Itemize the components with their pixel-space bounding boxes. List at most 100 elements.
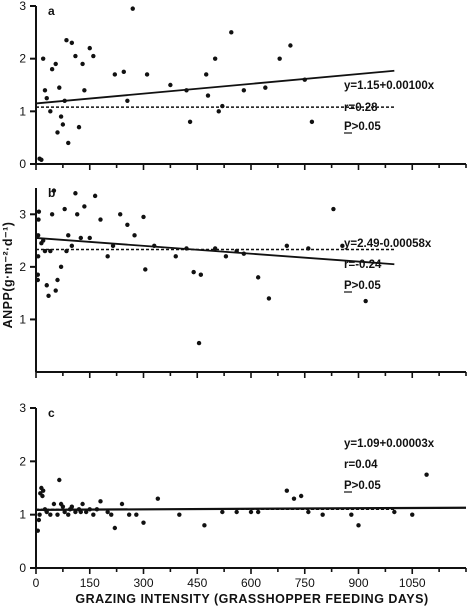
data-point xyxy=(266,296,272,301)
data-point xyxy=(53,61,58,67)
data-point xyxy=(66,233,71,238)
data-point xyxy=(73,53,78,59)
data-point xyxy=(288,43,293,48)
data-point xyxy=(112,72,118,77)
data-point xyxy=(94,507,100,512)
data-point xyxy=(291,496,297,501)
data-point xyxy=(51,188,57,193)
data-point xyxy=(35,233,41,238)
y-tick-label: 1 xyxy=(19,104,26,118)
p-value: P>0.05 xyxy=(344,121,381,133)
data-point xyxy=(331,206,336,212)
x-tick-label: 600 xyxy=(241,576,261,590)
data-point xyxy=(55,130,60,135)
data-point xyxy=(187,119,193,125)
data-point xyxy=(298,493,304,499)
data-point xyxy=(205,93,211,98)
data-point xyxy=(76,124,82,130)
data-point xyxy=(69,40,75,46)
data-point xyxy=(363,298,368,304)
data-point xyxy=(112,525,118,531)
x-tick-label: 900 xyxy=(348,576,368,590)
data-point xyxy=(424,472,429,477)
data-point xyxy=(57,85,62,90)
y-tick-label: 2 xyxy=(19,454,26,468)
data-point xyxy=(82,204,87,209)
y-axis-label: ANPP(g·m⁻²·d⁻¹) xyxy=(1,222,15,329)
data-point xyxy=(126,512,132,517)
data-point xyxy=(64,38,69,43)
data-point xyxy=(82,88,87,93)
data-point xyxy=(35,277,40,283)
data-point xyxy=(66,512,71,517)
panel-b: 1 2 3 b y=2.49-0.00058x r=-0.24 P>0.05 xyxy=(19,186,467,378)
y-tick-label: 1 xyxy=(19,508,26,522)
data-point xyxy=(51,501,57,507)
data-point xyxy=(277,56,282,61)
data-point xyxy=(48,512,53,517)
data-point xyxy=(248,509,254,515)
y-tick-label: 0 xyxy=(19,561,26,575)
correlation-value: r=0.04 xyxy=(344,459,378,471)
y-tick-label: 2 xyxy=(19,52,26,66)
panel-letter: b xyxy=(48,186,55,200)
data-point xyxy=(48,109,53,114)
data-point xyxy=(356,523,361,528)
data-point xyxy=(229,30,234,35)
data-point xyxy=(220,509,225,515)
data-point xyxy=(49,212,55,217)
data-point xyxy=(46,293,51,298)
data-point xyxy=(91,512,96,517)
data-point xyxy=(92,193,98,199)
data-point xyxy=(78,235,83,241)
data-point xyxy=(58,264,64,270)
data-point xyxy=(62,509,67,515)
y-tick-label: 0 xyxy=(19,157,26,171)
data-point xyxy=(37,512,42,517)
data-point xyxy=(73,509,78,515)
x-tick-label: 450 xyxy=(187,576,207,590)
data-point xyxy=(134,512,139,517)
x-axis-label: GRAZING INTENSITY (GRASSHOPPER FEEDING D… xyxy=(75,592,428,606)
data-point xyxy=(78,509,83,515)
y-tick-label: 1 xyxy=(19,312,26,326)
data-point xyxy=(184,246,189,251)
data-point xyxy=(284,243,290,249)
data-point xyxy=(130,6,135,11)
y-tick-label: 3 xyxy=(19,207,26,221)
data-point xyxy=(35,272,40,277)
data-point xyxy=(223,254,229,259)
y-tick-label: 3 xyxy=(19,401,26,415)
data-point xyxy=(349,512,354,517)
data-point xyxy=(196,340,202,346)
data-point xyxy=(35,528,40,533)
data-point xyxy=(118,212,123,217)
data-point xyxy=(35,254,41,259)
data-point xyxy=(152,243,157,249)
x-tick-label: 300 xyxy=(133,576,153,590)
data-point xyxy=(121,69,126,75)
data-point xyxy=(109,512,114,517)
data-point xyxy=(64,248,69,254)
data-point xyxy=(60,122,66,127)
panel-letter: a xyxy=(48,4,55,18)
data-point xyxy=(309,119,315,125)
data-point xyxy=(141,214,146,220)
data-point xyxy=(87,507,92,512)
data-point xyxy=(40,56,46,61)
data-point xyxy=(306,509,311,515)
data-point xyxy=(75,212,80,217)
data-point xyxy=(125,98,130,104)
data-point xyxy=(80,501,85,507)
x-tick-label: 0 xyxy=(33,576,40,590)
data-point xyxy=(69,243,75,249)
data-point xyxy=(60,504,66,509)
data-point xyxy=(212,246,218,251)
correlation-value: r=-0.24 xyxy=(344,259,382,271)
data-point xyxy=(49,67,55,72)
data-point xyxy=(39,157,44,162)
p-value: P>0.05 xyxy=(344,280,381,292)
data-point xyxy=(36,217,41,222)
x-tick-label: 1050 xyxy=(399,576,426,590)
